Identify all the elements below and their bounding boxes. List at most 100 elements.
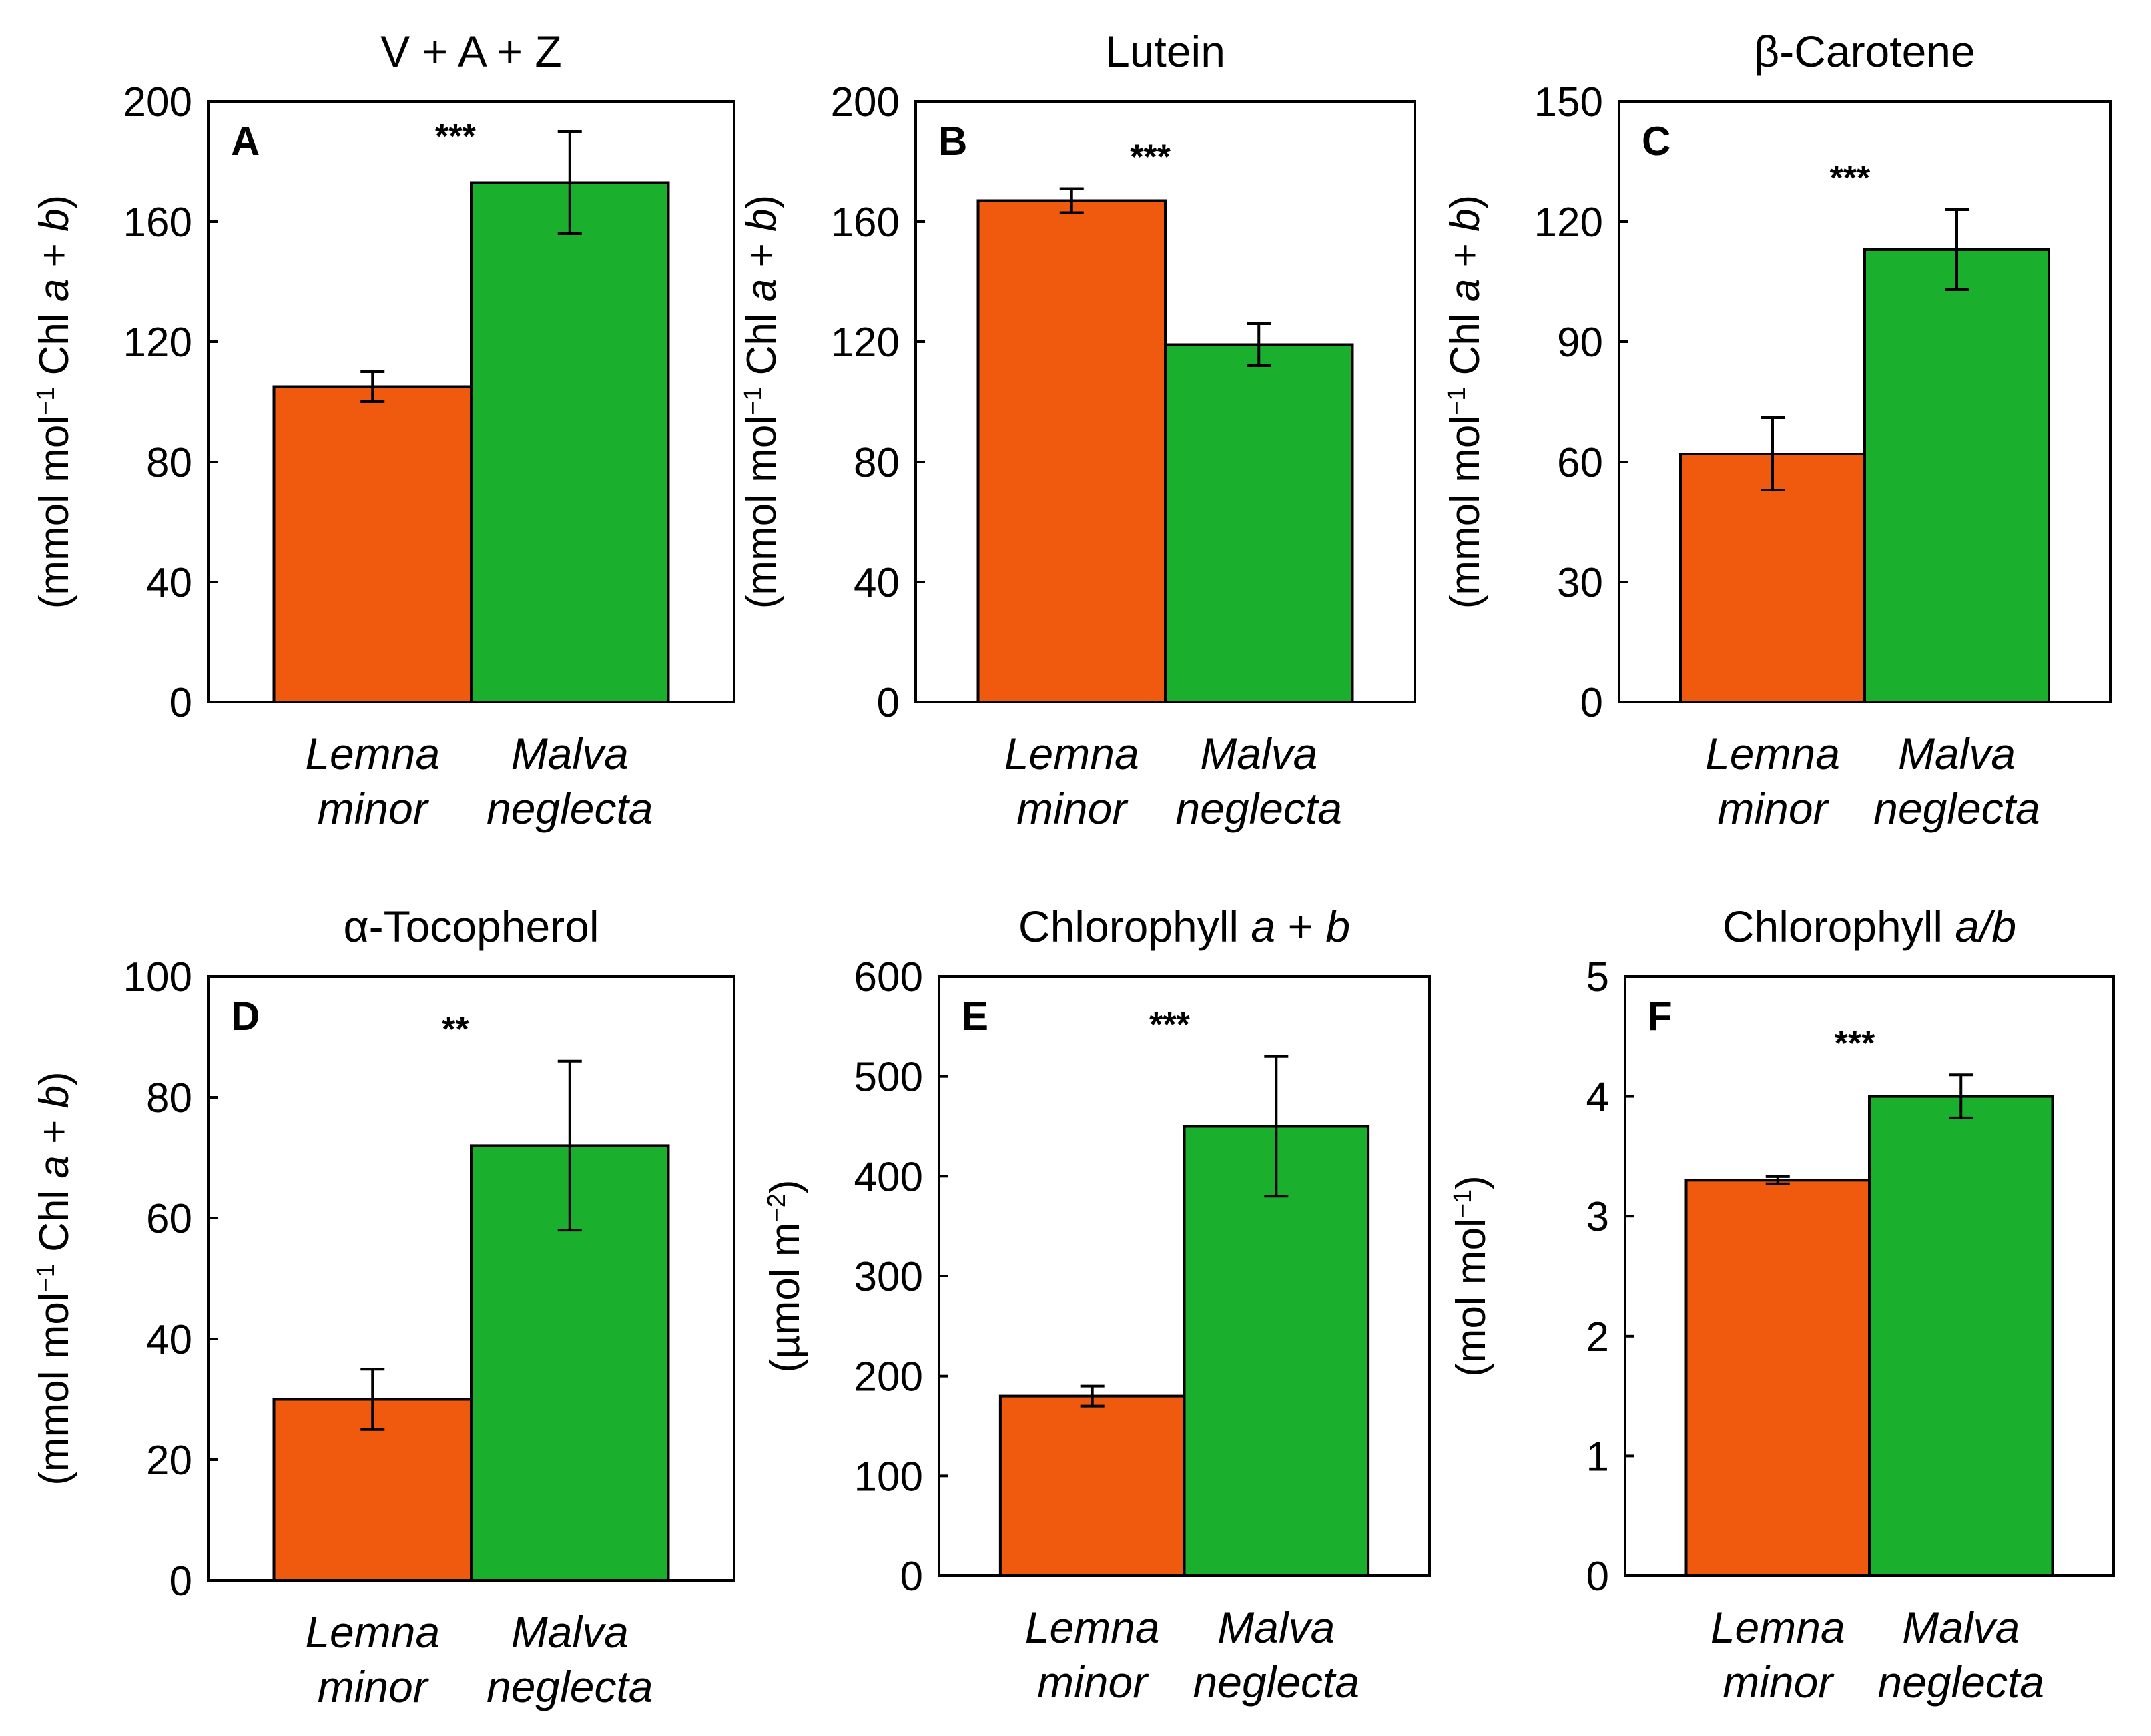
y-tick-label: 0 [900,1554,923,1600]
x-category-label: neglecta [1873,784,2040,833]
y-tick-label: 4 [1586,1075,1609,1121]
text-part: b [739,208,785,231]
superscript: −2 [763,1193,791,1222]
y-tick-label: 300 [854,1254,923,1300]
text-part: a [31,1155,77,1178]
superscript: −1 [32,387,60,416]
y-tick-label: 100 [854,1454,923,1500]
y-tick-label: 80 [146,440,192,486]
y-tick-label: 120 [1534,200,1603,246]
text-part: Chl [31,302,77,386]
x-category-label: Lemna [1025,1603,1160,1652]
y-tick-label: 90 [1557,320,1603,366]
text-part: b [31,1085,77,1108]
text-part: + [739,232,785,279]
x-category-label: neglecta [487,784,653,833]
superscript: −1 [1443,387,1471,416]
y-tick-label: 400 [854,1154,923,1200]
y-tick-label: 0 [170,1558,192,1605]
x-category-label: neglecta [1877,1657,2044,1707]
panel-c: 0 30 60 90 120 150 (mmol mol−1 Chl a + b) β-Car… [1442,27,2112,833]
text-part: + [31,232,77,279]
x-category-label: Lemna [305,1607,440,1657]
significance-marker: *** [1835,1024,1875,1063]
panel-letter: C [1642,119,1670,164]
y-tick-label: 120 [831,320,900,366]
y-tick-label: 20 [146,1438,192,1484]
panel-letter: B [938,119,967,164]
y-tick-label: 200 [854,1354,923,1400]
chart-title: β-Carotene [1754,27,1975,76]
y-tick-label: 1 [1586,1434,1609,1480]
x-category-label: Malva [511,729,629,778]
y-tick-label: 3 [1586,1194,1609,1240]
y-tick-label: 200 [831,79,900,125]
text-part: b [31,208,77,231]
text-part: a [31,279,77,302]
text-part: ) [31,1071,77,1085]
x-category-label: neglecta [1175,784,1342,833]
x-category-label: Malva [1898,729,2016,778]
text-part: Chl [1442,302,1488,386]
text-part: Lutein [1105,27,1225,76]
y-tick-label: 100 [123,954,192,1000]
chart-title: Chlorophyll a + b [1018,902,1350,951]
chart-title: V + A + Z [380,27,562,76]
bar-malva-neglecta [1868,1095,2054,1577]
y-axis-label: (mol mol−1) [1448,1175,1494,1377]
y-tick-label: 60 [146,1196,192,1242]
panel-letter: F [1648,994,1672,1039]
panel-b: 0 40 80 120 160 200 (mmol mol−1 Chl a + b) Lute… [739,27,1416,833]
text-part: (µmol m [762,1222,808,1372]
y-tick-label: 0 [170,680,192,726]
text-part: (mol mol [1448,1218,1494,1377]
y-tick-label: 80 [146,1075,192,1121]
bar-malva-neglecta [1863,248,2050,703]
panel-e: 0 100 200 300 400 500 600 (µmol m−2) Chlorophyll… [762,902,1431,1707]
y-tick-label: 5 [1586,954,1609,1000]
x-category-label: Malva [1200,729,1317,778]
plot-frame [207,975,735,1582]
plot-frame [207,100,735,703]
text-part: (mmol mol [31,416,77,609]
panel-a: 0 40 80 120 160 200 (mmol mol−1 Chl a + b) V + … [31,27,735,833]
text-part: + [31,1108,77,1155]
text-part: Chl [739,302,785,386]
text-part: Chlorophyll [1018,902,1251,951]
text-part: ) [31,195,77,209]
y-tick-label: 150 [1534,79,1603,125]
y-tick-label: 0 [877,680,900,726]
significance-marker: ** [442,1010,469,1049]
significance-marker: *** [1830,159,1871,198]
significance-marker: *** [1130,138,1171,177]
x-category-label: Lemna [1705,729,1840,778]
text-part: b [1442,208,1488,231]
text-part: (mmol mol [31,1292,77,1485]
y-axis-label: (mmol mol−1 Chl a + b) [1442,195,1488,609]
y-tick-label: 40 [854,560,900,606]
bar-lemna-minor [1684,1179,1871,1577]
y-tick-label: 200 [123,79,192,125]
superscript: −1 [1449,1189,1477,1218]
y-axis-label: (mmol mol−1 Chl a + b) [739,195,785,609]
text-part: ) [762,1179,808,1193]
text-part: ) [1442,195,1488,209]
y-tick-label: 0 [1586,1554,1609,1600]
x-category-label: minor [1016,784,1129,833]
y-axis-label: (µmol m−2) [762,1179,808,1372]
y-tick-label: 160 [831,200,900,246]
x-category-label: neglecta [487,1662,653,1711]
x-category-label: minor [1717,784,1829,833]
y-tick-label: 160 [123,200,192,246]
text-part: Chlorophyll [1723,902,1955,951]
x-category-label: Malva [1217,1603,1335,1652]
text-part: α-Tocopherol [343,902,599,951]
bar-malva-neglecta [1164,343,1354,703]
text-part: ) [1448,1175,1494,1189]
text-part: a [1442,279,1488,302]
x-category-label: Lemna [1004,729,1139,778]
superscript: −1 [739,387,767,416]
text-part: V + A + Z [380,27,562,76]
text-part: a/b [1955,902,2016,951]
